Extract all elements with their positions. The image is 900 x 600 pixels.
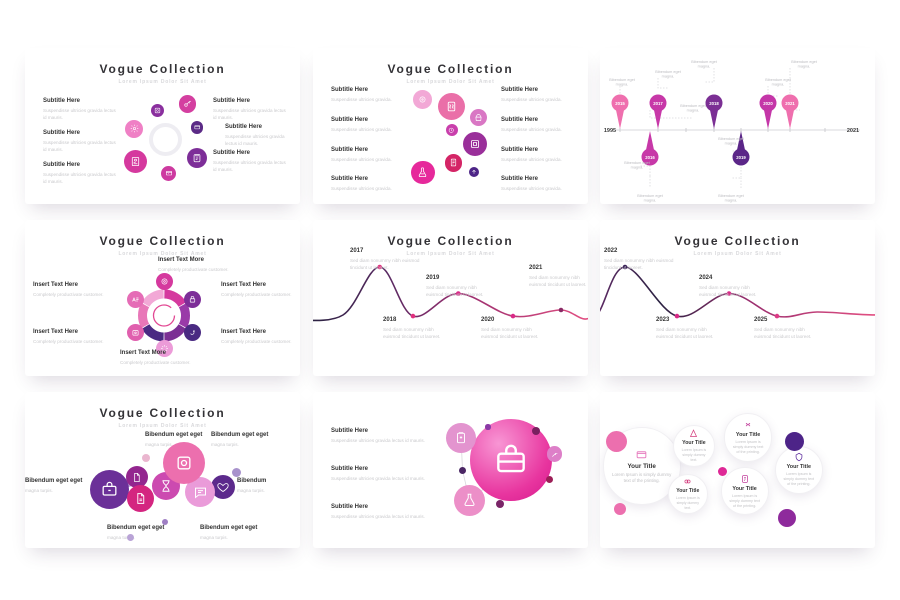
svg-text:2019: 2019 <box>736 155 746 160</box>
svg-text:2015: 2015 <box>615 101 625 106</box>
svg-text:2018: 2018 <box>709 101 719 106</box>
svg-text:1995: 1995 <box>604 128 616 134</box>
svg-text:2017: 2017 <box>653 101 663 106</box>
svg-text:2016: 2016 <box>645 155 655 160</box>
svg-text:2020: 2020 <box>763 101 773 106</box>
svg-text:2021: 2021 <box>785 101 795 106</box>
svg-text:2021: 2021 <box>847 128 859 134</box>
